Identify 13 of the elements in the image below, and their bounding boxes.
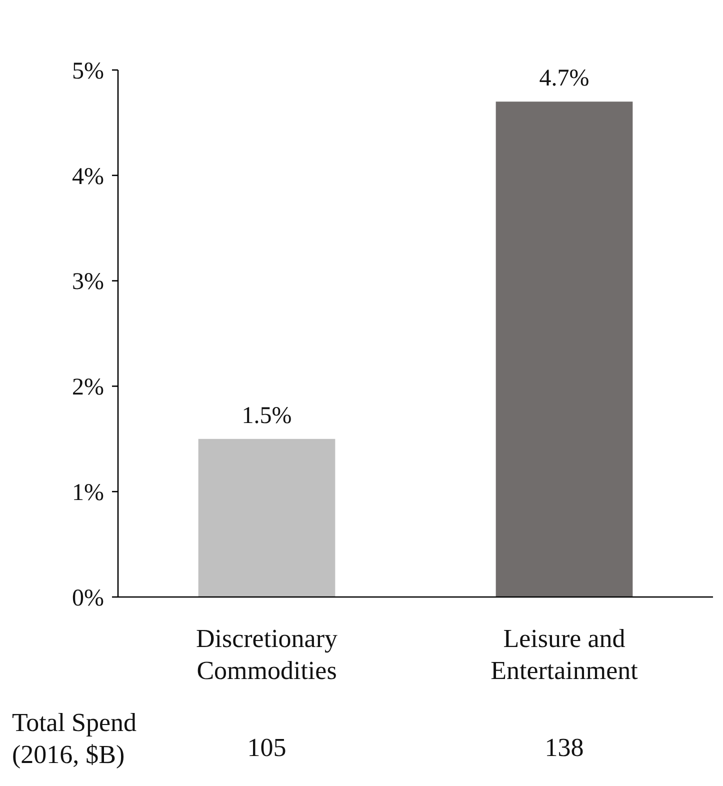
y-tick-label: 5% — [72, 58, 104, 84]
x-tick-label: Leisure and Entertainment — [490, 624, 639, 685]
text: 138 — [544, 733, 584, 762]
x-tick-label: Discretionary Commodities — [196, 624, 338, 685]
y-tick-label: 4% — [72, 164, 104, 190]
text: Total Spend (2016, $B) — [12, 708, 137, 769]
y-tick-label: 2% — [72, 374, 104, 401]
data-label: 1.5% — [242, 402, 292, 429]
y-tick-label: 3% — [72, 269, 104, 296]
text: 105 — [247, 733, 286, 762]
y-tick-label: 1% — [72, 480, 104, 506]
data-label: 4.7% — [539, 66, 590, 92]
y-tick-label: 0% — [72, 585, 104, 612]
